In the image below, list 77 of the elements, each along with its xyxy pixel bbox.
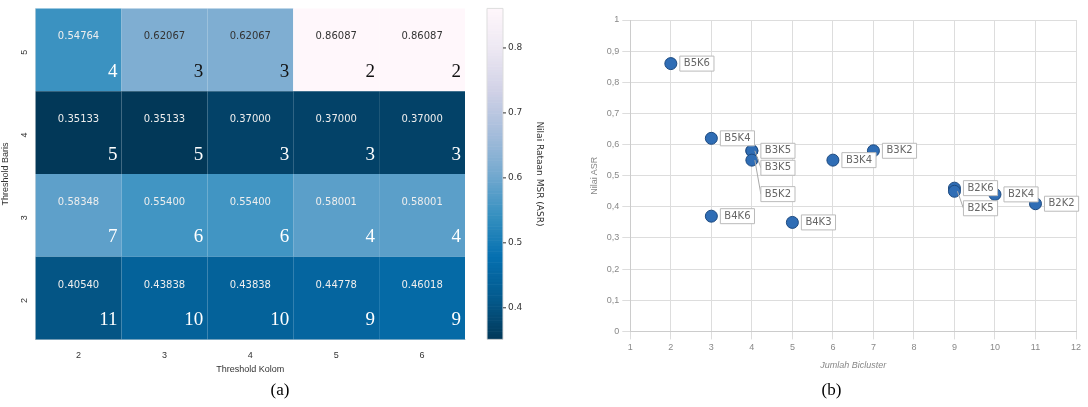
- annotation: B4K3: [805, 216, 832, 227]
- color-bar-label: 0.4: [508, 302, 523, 313]
- y-tick-label: 0: [614, 325, 620, 336]
- x-tick-label: 1: [627, 342, 633, 353]
- y-tick-label: 0,4: [606, 201, 620, 212]
- y-tick-label: 1: [614, 14, 620, 25]
- text: 0.62067 3: [229, 30, 290, 81]
- annotation: B5K6: [683, 57, 710, 69]
- x-tick-label: 3: [161, 350, 167, 361]
- text: 0.44778 9: [315, 278, 376, 330]
- x-tick-label: 8: [911, 342, 917, 353]
- y-tick-label: 0,3: [606, 232, 620, 243]
- text: 0.54764 4: [57, 30, 118, 81]
- y-tick-label: 3: [19, 215, 30, 221]
- color-bar-label: 0.6: [508, 172, 523, 183]
- text: 0.43838 10: [143, 278, 204, 330]
- color-bar-label: 0.8: [508, 42, 523, 53]
- color-bar-label: 0.7: [508, 107, 523, 118]
- text: 0.37000 3: [401, 113, 461, 164]
- annotation: B2K4: [1007, 187, 1035, 199]
- x-tick-label: 5: [333, 350, 339, 361]
- text: 0.35133 5: [57, 113, 118, 164]
- annotation: B3K5: [764, 144, 792, 156]
- x-axis-title: Threshold Kolom: [216, 364, 285, 375]
- annotation: B5K2: [764, 187, 792, 199]
- annotation: B3K2: [886, 144, 913, 156]
- y-tick-label: 0,9: [606, 45, 620, 56]
- text: 0.40540 11: [57, 278, 118, 330]
- text: 0.86087 2: [315, 30, 376, 81]
- text: 0.46018 9: [401, 278, 461, 330]
- color-bar-title: Nilai Rataan MSR (ASR): [534, 121, 545, 227]
- annotation: B2K5: [967, 201, 994, 213]
- y-tick-label: 0,2: [606, 263, 620, 274]
- annotation: B2K2: [1048, 197, 1075, 209]
- annotation: B3K5: [764, 161, 792, 173]
- annotation: B4K6: [724, 209, 751, 221]
- text: 0.35133 5: [143, 113, 204, 164]
- text: 0.43838 10: [229, 278, 290, 330]
- text: 0.62067 3: [143, 30, 204, 81]
- text: 0.37000 3: [315, 113, 376, 164]
- x-tick-label: 9: [951, 342, 957, 353]
- x-axis-title: Jumlah Bicluster: [819, 360, 888, 371]
- text: (b): [820, 380, 843, 400]
- x-tick-label: 4: [247, 350, 253, 361]
- y-axis-title: Threshold Baris: [0, 141, 10, 206]
- y-axis-title: Nilai ASR: [588, 156, 599, 195]
- annotation: B2K6: [967, 181, 994, 193]
- y-tick-label: 2: [19, 298, 30, 304]
- text: 0.58348 7: [57, 195, 118, 247]
- x-tick-label: 6: [830, 342, 836, 353]
- x-tick-label: 12: [1070, 342, 1082, 353]
- y-tick-label: 0,7: [606, 107, 620, 118]
- x-tick-label: 2: [76, 350, 82, 361]
- annotation: B5K4: [724, 131, 751, 143]
- text: 0.86087 2: [401, 30, 461, 81]
- text: 0.58001 4: [315, 195, 376, 247]
- y-tick-label: 0,1: [606, 294, 620, 305]
- text: (a): [269, 380, 291, 400]
- x-tick-label: 11: [1030, 342, 1041, 353]
- x-tick-label: 2: [668, 342, 674, 353]
- x-tick-label: 4: [749, 342, 755, 353]
- x-tick-label: 7: [870, 342, 876, 353]
- x-tick-label: 5: [789, 342, 795, 353]
- x-tick-label: 10: [989, 342, 1000, 353]
- text: 0.55400 6: [229, 195, 290, 247]
- color-bar-label: 0.5: [508, 237, 523, 248]
- annotation: B3K4: [845, 153, 873, 165]
- x-tick-label: 6: [419, 350, 425, 361]
- y-tick-label: 5: [19, 49, 30, 55]
- text: 0.37000 3: [229, 113, 290, 164]
- text: 0.55400 6: [143, 195, 204, 247]
- y-tick-label: 0,8: [606, 76, 620, 87]
- y-tick-label: 0,6: [606, 139, 620, 150]
- y-tick-label: 4: [19, 132, 30, 138]
- text: 0.58001 4: [401, 195, 461, 247]
- y-tick-label: 0,5: [606, 170, 620, 181]
- x-tick-label: 3: [708, 342, 714, 353]
